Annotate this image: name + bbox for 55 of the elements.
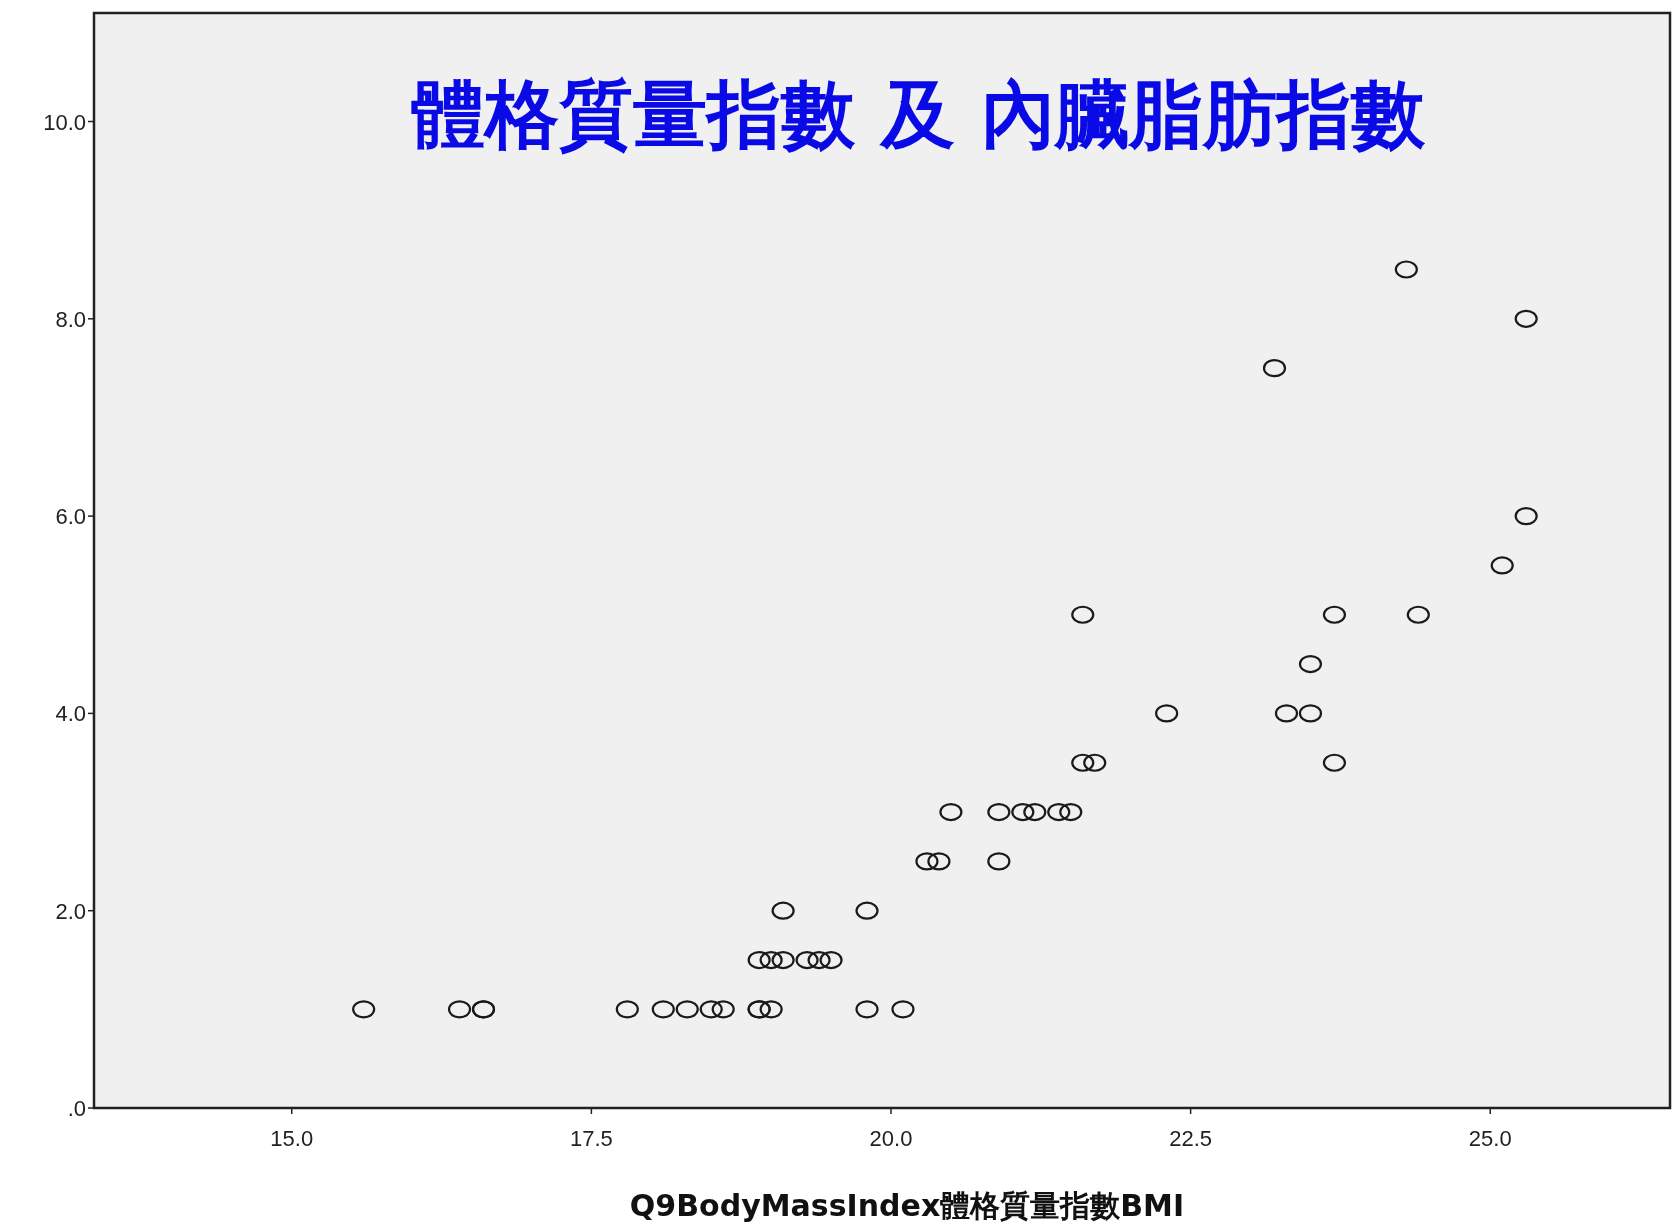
point	[1083, 753, 1107, 772]
point	[447, 1000, 472, 1019]
point	[699, 1000, 723, 1019]
point	[615, 1000, 639, 1019]
point	[759, 950, 783, 970]
point	[771, 901, 795, 920]
point	[795, 950, 819, 970]
point	[352, 1000, 376, 1019]
point	[939, 802, 963, 822]
point	[807, 950, 831, 970]
point	[1071, 605, 1095, 624]
point	[1155, 704, 1179, 723]
text: 體格質量指數 及 內臟脂肪指數	[411, 71, 1426, 157]
point	[1322, 605, 1347, 624]
point	[987, 802, 1011, 822]
point	[915, 852, 939, 871]
point	[711, 1000, 735, 1019]
y-tick-label: 2.0	[55, 898, 86, 924]
point	[1514, 507, 1538, 526]
point	[1298, 654, 1323, 674]
point	[759, 1000, 783, 1019]
point	[747, 950, 771, 970]
x-tick-label: 15.0	[270, 1126, 314, 1151]
x-tick-label: 17.5	[569, 1126, 613, 1151]
y-tick-label: 4.0	[55, 701, 86, 727]
y-tick-label: 6.0	[55, 504, 86, 530]
point	[819, 950, 843, 970]
point	[855, 1000, 879, 1019]
point	[771, 950, 795, 970]
point	[651, 1000, 675, 1019]
point	[1406, 605, 1430, 624]
y-tick-label: .0	[67, 1096, 86, 1121]
y-tick-label: 10.0	[43, 109, 86, 135]
point	[1059, 802, 1083, 822]
point	[675, 1000, 699, 1019]
x-tick-label: 20.0	[869, 1126, 913, 1151]
point	[891, 1000, 915, 1019]
point	[1274, 704, 1299, 723]
point	[927, 852, 951, 871]
point	[1298, 704, 1323, 723]
point	[855, 901, 879, 920]
x-axis-title: Q9BodyMassIndex體格質量指數BMI	[629, 1188, 1185, 1223]
point	[1394, 260, 1418, 279]
point	[1490, 556, 1514, 575]
point	[1514, 309, 1538, 328]
point	[1011, 802, 1035, 822]
point	[1047, 802, 1071, 822]
point	[1071, 753, 1095, 772]
point	[987, 852, 1011, 871]
point	[1023, 802, 1047, 822]
x-tick-label: 25.0	[1468, 1126, 1512, 1151]
y-tick-label: 8.0	[55, 306, 86, 332]
x-tick-label: 22.5	[1169, 1126, 1213, 1151]
point	[1322, 753, 1347, 772]
point	[1262, 359, 1287, 378]
